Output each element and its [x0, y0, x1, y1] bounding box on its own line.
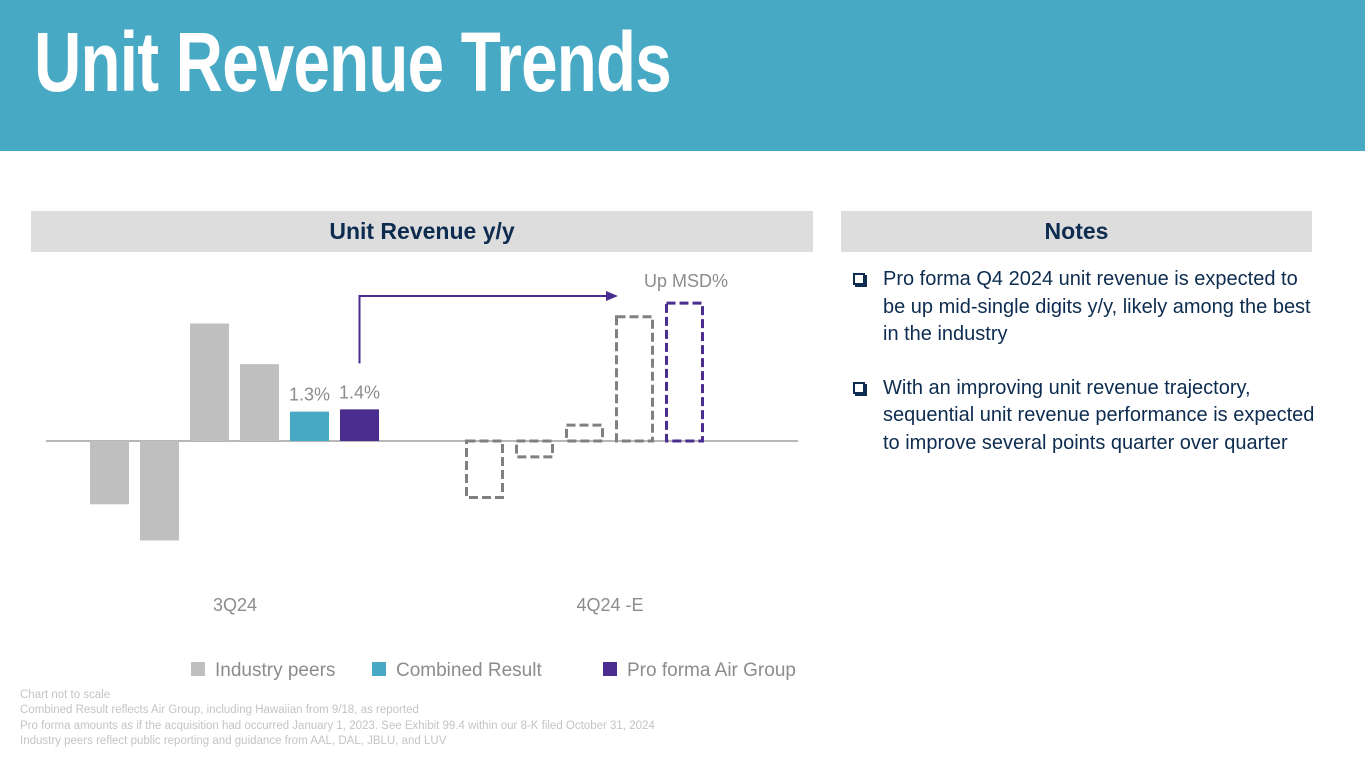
page-title: Unit Revenue Trends — [34, 15, 672, 109]
annotation-label: Up MSD% — [644, 271, 728, 291]
bar-industry-peers — [90, 441, 129, 505]
data-label: 1.3% — [289, 385, 330, 405]
footnote: Industry peers reflect public reporting … — [20, 734, 447, 747]
bar-industry-peers — [140, 441, 179, 541]
bar-estimate-industry-peers — [615, 315, 654, 443]
bar-estimate-pro-forma-air-group — [665, 301, 704, 443]
bar-industry-peers — [240, 364, 279, 441]
title-banner: Unit Revenue Trends — [0, 0, 1365, 151]
note-text: With an improving unit revenue trajector… — [883, 376, 1315, 454]
bar-estimate-industry-peers — [515, 439, 554, 459]
category-label: 3Q24 — [213, 595, 257, 615]
checkbox-bullet-icon — [853, 381, 865, 394]
bar-estimate-industry-peers — [465, 439, 504, 499]
legend-swatch — [372, 662, 386, 676]
note-item: With an improving unit revenue trajector… — [851, 375, 1321, 458]
bar-estimate-industry-peers — [565, 423, 604, 443]
footnotes: Chart not to scale Combined Result refle… — [20, 688, 840, 749]
note-text: Pro forma Q4 2024 unit revenue is expect… — [883, 268, 1311, 345]
footnote: Chart not to scale — [20, 689, 111, 701]
legend-label: Combined Result — [396, 660, 542, 681]
category-label: 4Q24 -E — [576, 595, 643, 615]
bar-industry-peers — [190, 323, 229, 441]
note-item: Pro forma Q4 2024 unit revenue is expect… — [851, 266, 1321, 349]
legend-label: Industry peers — [215, 660, 335, 681]
arrow-head-icon — [606, 291, 618, 301]
legend-swatch — [603, 662, 617, 676]
unit-revenue-chart: 1.3% 1.4% 3Q24 4Q24 -E Up MSD% Industry peers… — [46, 271, 798, 681]
data-label: 1.4% — [339, 382, 380, 402]
notes-list: Pro forma Q4 2024 unit revenue is expect… — [851, 266, 1321, 483]
bar-combined-result — [290, 411, 329, 441]
chart-panel-header: Unit Revenue y/y — [31, 211, 813, 252]
bar-pro-forma-air-group — [340, 409, 379, 441]
legend-label: Pro forma Air Group — [627, 660, 796, 681]
trajectory-arrow — [358, 295, 608, 364]
legend-swatch — [191, 662, 205, 676]
footnote: Combined Result reflects Air Group, incl… — [20, 704, 419, 717]
checkbox-bullet-icon — [853, 273, 865, 285]
notes-panel-header: Notes — [841, 211, 1312, 252]
footnote: Pro forma amounts as if the acquisition … — [20, 719, 655, 732]
